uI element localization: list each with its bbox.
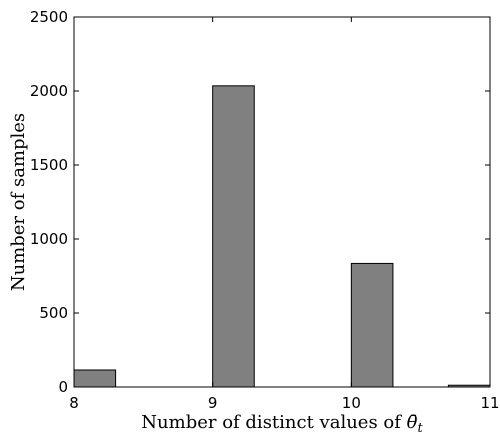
y-tick-label: 1500 [30,156,68,174]
y-tick-label: 0 [58,378,68,396]
histogram-bar [350,262,394,388]
y-tick-label: 2500 [30,8,68,26]
y-tick-label: 1000 [30,230,68,248]
x-axis-label: Number of distinct values of θ̄t [141,412,423,436]
x-axis-label-symbol: θ̄ [407,412,418,433]
x-axis-label-subscript: t [417,421,423,436]
x-tick-label: 8 [69,394,79,412]
y-axis-label: Number of samples [8,113,29,291]
ticks-group: 8 9 10 11 0 500 1000 1500 2000 2500 [30,8,500,412]
y-tick-label: 500 [39,304,68,322]
y-tick-label: 2000 [30,82,68,100]
x-tick-label: 9 [208,394,218,412]
x-axis-label-text: Number of distinct values of [141,412,406,433]
bars-group [73,85,491,388]
histogram-bar [212,85,255,388]
x-tick-label: 10 [342,394,361,412]
x-tick-label: 11 [480,394,499,412]
histogram-bar [73,369,117,388]
plot-frame [73,16,491,388]
